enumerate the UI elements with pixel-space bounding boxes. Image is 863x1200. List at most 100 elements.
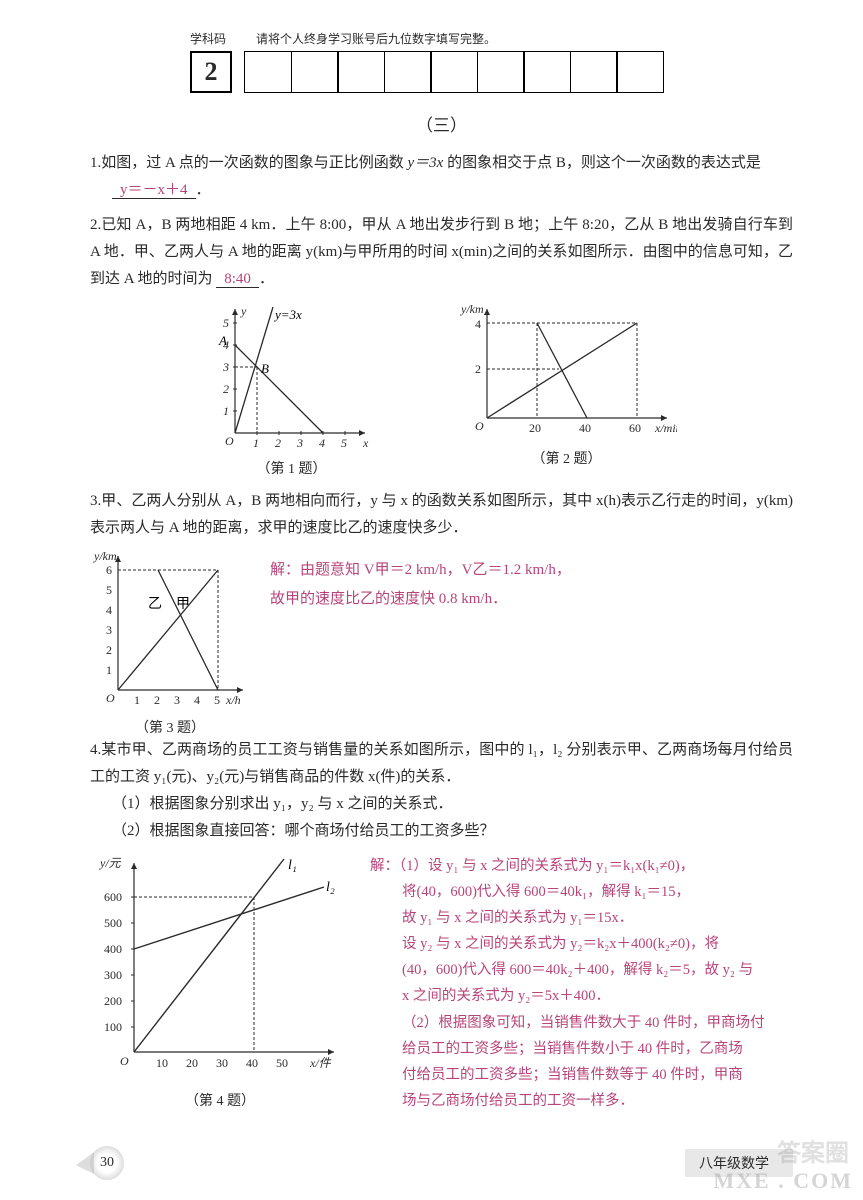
svg-text:O: O — [225, 434, 234, 448]
code-row: 2 — [190, 51, 793, 93]
p4-solution: 解：（1）设 y₁ 与 x 之间的关系式为 y₁＝k₁x(k₁≠0)， 将(40… — [370, 853, 793, 1114]
svg-text:5: 5 — [214, 693, 220, 707]
svg-text:40: 40 — [246, 1056, 258, 1070]
svg-text:2: 2 — [475, 362, 481, 376]
problem-num: 4. — [90, 742, 101, 758]
watermark-2: 答案圈 — [777, 1133, 849, 1168]
section-number: （三） — [90, 111, 793, 136]
p3-text: 甲、乙两人分别从 A，B 两地相向而行，y 与 x 的函数关系如图所示，其中 x… — [90, 493, 793, 536]
svg-text:2: 2 — [106, 643, 112, 657]
p1-eqn: y＝3x — [408, 155, 444, 171]
svg-text:100: 100 — [104, 1020, 122, 1034]
figure-2: O 20 40 60 2 4 x/min y/km （第 2 题） — [457, 301, 677, 478]
grid-cell[interactable] — [477, 51, 525, 93]
svg-text:200: 200 — [104, 994, 122, 1008]
svg-text:2: 2 — [154, 693, 160, 707]
svg-text:x/件: x/件 — [309, 1056, 332, 1070]
svg-text:4: 4 — [475, 317, 481, 331]
svg-text:4: 4 — [319, 436, 325, 450]
svg-text:O: O — [120, 1054, 129, 1068]
p1-text-a: 如图，过 A 点的一次函数的图象与正比例函数 — [101, 155, 407, 171]
svg-text:50: 50 — [276, 1056, 288, 1070]
grid-cell[interactable] — [337, 51, 385, 93]
svg-text:60: 60 — [629, 421, 641, 435]
p4-sub2: （2）根据图象直接回答：哪个商场付给员工的工资多些？ — [90, 818, 793, 845]
svg-text:3: 3 — [296, 436, 303, 450]
svg-text:3: 3 — [222, 360, 229, 374]
svg-text:B: B — [261, 361, 269, 376]
svg-text:1: 1 — [253, 436, 259, 450]
chart-3: O 12345 123456 x/h y/km 乙 甲 — [90, 550, 250, 710]
subject-code-box: 2 — [190, 51, 232, 93]
chart-2: O 20 40 60 2 4 x/min y/km — [457, 301, 677, 441]
svg-text:l₁: l₁ — [288, 858, 297, 873]
fig3-caption: （第 3 题） — [90, 717, 250, 737]
grid-cell[interactable] — [430, 51, 478, 93]
svg-text:y/km: y/km — [93, 550, 117, 563]
svg-text:500: 500 — [104, 916, 122, 930]
p2-text: 已知 A，B 两地相距 4 km．上午 8:00，甲从 A 地出发步行到 B 地… — [90, 217, 793, 287]
svg-text:O: O — [106, 691, 115, 705]
chart-4: O 1020304050 100200300400500600 x/件 y/元 … — [90, 853, 350, 1083]
svg-text:y=3x: y=3x — [273, 307, 302, 322]
p3-figure-solution: O 12345 123456 x/h y/km 乙 甲 （第 3 题） 解：由题… — [90, 550, 793, 737]
account-grid — [244, 51, 664, 93]
grid-cell[interactable] — [244, 51, 292, 93]
page-number: 30 — [90, 1146, 124, 1180]
watermark-1: MXE . COM — [713, 1168, 853, 1194]
svg-text:1: 1 — [223, 404, 229, 418]
grid-cell[interactable] — [384, 51, 432, 93]
svg-text:6: 6 — [106, 563, 112, 577]
fig4-caption: （第 4 题） — [90, 1090, 350, 1110]
svg-text:1: 1 — [134, 693, 140, 707]
svg-text:3: 3 — [106, 623, 112, 637]
grid-cell[interactable] — [291, 51, 339, 93]
problem-1: 1.如图，过 A 点的一次函数的图象与正比例函数 y＝3x 的图象相交于点 B，… — [90, 150, 793, 204]
svg-text:2: 2 — [275, 436, 281, 450]
problem-num: 1. — [90, 155, 101, 171]
label-instruction: 请将个人终身学习账号后九位数字填写完整。 — [256, 30, 496, 47]
svg-text:5: 5 — [223, 316, 229, 330]
svg-text:乙: 乙 — [148, 596, 162, 612]
svg-text:O: O — [475, 419, 484, 433]
svg-text:600: 600 — [104, 890, 122, 904]
svg-text:x/min: x/min — [654, 421, 677, 435]
grid-cell[interactable] — [523, 51, 571, 93]
svg-text:300: 300 — [104, 968, 122, 982]
chart-1: O 12345 12345 x y y=3x A B — [207, 301, 377, 451]
svg-text:l₂: l₂ — [326, 880, 335, 895]
p1-text-b: 的图象相交于点 B，则这个一次函数的表达式是 — [443, 155, 761, 171]
svg-text:40: 40 — [579, 421, 591, 435]
svg-text:甲: 甲 — [176, 597, 190, 612]
svg-text:1: 1 — [106, 663, 112, 677]
svg-text:30: 30 — [216, 1056, 228, 1070]
svg-text:3: 3 — [174, 693, 180, 707]
p1-answer: y＝－x＋4 — [112, 182, 196, 199]
svg-text:y/km: y/km — [460, 302, 484, 316]
svg-text:y/元: y/元 — [99, 856, 122, 870]
p4-text: 某市甲、乙两商场的员工工资与销售量的关系如图所示，图中的 l₁，l₂ 分别表示甲… — [90, 742, 793, 785]
svg-text:5: 5 — [106, 583, 112, 597]
p4-sub1: （1）根据图象分别求出 y₁，y₂ 与 x 之间的关系式． — [90, 791, 793, 818]
figures-1-2: O 12345 12345 x y y=3x A B — [90, 301, 793, 478]
problem-3: 3.甲、乙两人分别从 A，B 两地相向而行，y 与 x 的函数关系如图所示，其中… — [90, 488, 793, 542]
svg-text:10: 10 — [156, 1056, 168, 1070]
p3-solution: 解：由题意知 V甲＝2 km/h，V乙＝1.2 km/h， 故甲的速度比乙的速度… — [270, 550, 571, 613]
grid-cell[interactable] — [616, 51, 664, 93]
header-labels: 学科码 请将个人终身学习账号后九位数字填写完整。 — [190, 30, 793, 47]
p2-answer: 8:40 — [216, 271, 259, 288]
svg-text:20: 20 — [529, 421, 541, 435]
svg-text:y: y — [240, 304, 247, 318]
grid-cell[interactable] — [570, 51, 618, 93]
svg-text:4: 4 — [194, 693, 200, 707]
svg-text:5: 5 — [341, 436, 347, 450]
fig1-caption: （第 1 题） — [207, 458, 377, 478]
svg-text:20: 20 — [186, 1056, 198, 1070]
problem-2: 2.已知 A，B 两地相距 4 km．上午 8:00，甲从 A 地出发步行到 B… — [90, 212, 793, 293]
svg-text:x/h: x/h — [225, 693, 241, 707]
svg-text:A: A — [218, 333, 227, 348]
figure-4: O 1020304050 100200300400500600 x/件 y/元 … — [90, 853, 350, 1110]
figure-3: O 12345 123456 x/h y/km 乙 甲 （第 3 题） — [90, 550, 250, 737]
fig2-caption: （第 2 题） — [457, 448, 677, 468]
p4-figure-solution: O 1020304050 100200300400500600 x/件 y/元 … — [90, 853, 793, 1114]
